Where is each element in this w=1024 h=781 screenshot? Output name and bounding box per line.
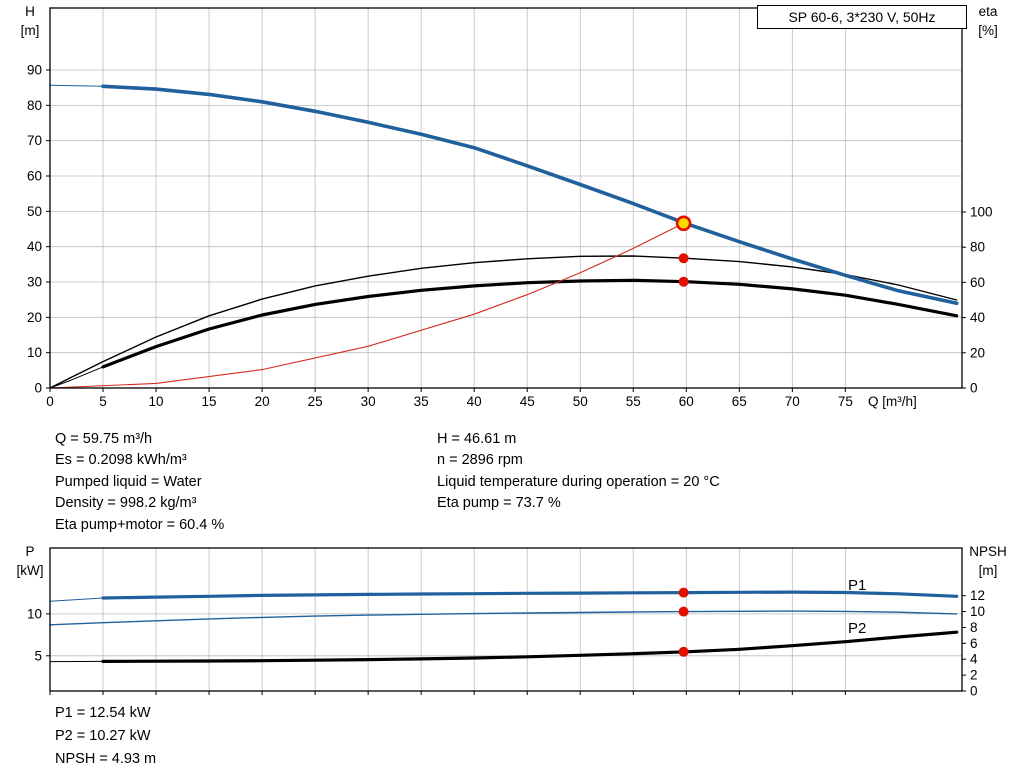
p1-point bbox=[678, 587, 689, 598]
result-liquid-temperature: Liquid temperature during operation = 20… bbox=[437, 473, 720, 490]
result-head: H = 46.61 m bbox=[437, 431, 517, 447]
result-p1: P1 = 12.54 kW bbox=[55, 705, 151, 721]
p2-curve bbox=[49, 610, 958, 626]
eta-pump-curve bbox=[49, 255, 958, 389]
results-left-column: Q = 59.75 m³/h Es = 0.2098 kWh/m³ Pumped… bbox=[55, 429, 995, 536]
result-flow: Q = 59.75 m³/h bbox=[55, 431, 153, 447]
duty-point-results: Q = 59.75 m³/h Es = 0.2098 kWh/m³ Pumped… bbox=[55, 429, 995, 536]
x-tick-label: 40 bbox=[467, 394, 482, 409]
x-tick-label: 25 bbox=[308, 394, 323, 409]
left-axis-title: [kW] bbox=[17, 563, 44, 578]
npsh-point bbox=[678, 646, 689, 657]
results-right-column: H = 46.61 m n = 2896 rpm Liquid temperat… bbox=[437, 429, 997, 515]
right-tick-label: 20 bbox=[970, 345, 985, 360]
result-eta-pump-motor: Eta pump+motor = 60.4 % bbox=[55, 516, 225, 533]
p1-curve bbox=[101, 590, 959, 600]
x-tick-label: 50 bbox=[573, 394, 588, 409]
pump-model-label: SP 60-6, 3*230 V, 50Hz bbox=[788, 9, 936, 25]
right-axis-title: [%] bbox=[978, 23, 998, 38]
left-axis-title: [m] bbox=[21, 23, 40, 38]
right-axis-title: eta bbox=[979, 4, 998, 19]
eta-pump-motor-point bbox=[678, 276, 689, 287]
x-tick-label: 45 bbox=[520, 394, 535, 409]
operating-point[interactable] bbox=[675, 215, 692, 232]
left-tick-label: 20 bbox=[27, 310, 42, 325]
left-tick-label: 5 bbox=[34, 648, 42, 663]
power-results: P1 = 12.54 kW P2 = 10.27 kW NPSH = 4.93 … bbox=[55, 702, 156, 770]
right-tick-label: 8 bbox=[970, 620, 978, 635]
p1-curve-lead bbox=[49, 597, 104, 602]
x-tick-label: 55 bbox=[626, 394, 641, 409]
left-tick-label: 30 bbox=[27, 275, 42, 290]
top-chart: 0 5 10 15 20 25 30 35 40 45 50 55 60 65 70 75 Q [m³/h] 0 1… bbox=[21, 4, 998, 409]
p2-curve-label: P2 bbox=[848, 620, 866, 637]
right-tick-label: 100 bbox=[970, 204, 993, 219]
left-tick-label: 10 bbox=[27, 606, 42, 621]
right-tick-label: 80 bbox=[970, 240, 985, 255]
result-pumped-liquid: Pumped liquid = Water bbox=[55, 473, 202, 490]
left-tick-label: 40 bbox=[27, 239, 42, 254]
p1-curve-label: P1 bbox=[848, 577, 866, 594]
left-tick-label: 0 bbox=[34, 381, 42, 396]
x-tick-label: 65 bbox=[732, 394, 747, 409]
result-npsh: NPSH = 4.93 m bbox=[55, 750, 157, 767]
left-tick-label: 50 bbox=[27, 204, 42, 219]
plot-border bbox=[49, 547, 963, 692]
right-tick-label: 0 bbox=[970, 684, 978, 699]
head-curve bbox=[101, 84, 959, 306]
eta-pump-point bbox=[678, 253, 689, 264]
plot-border bbox=[49, 7, 963, 389]
npsh-curve bbox=[101, 630, 959, 664]
right-tick-label: 6 bbox=[970, 636, 978, 651]
right-tick-label: 60 bbox=[970, 275, 985, 290]
x-tick-label: 10 bbox=[149, 394, 164, 409]
result-speed: n = 2896 rpm bbox=[437, 452, 523, 469]
x-tick-label: 15 bbox=[202, 394, 217, 409]
right-tick-label: 0 bbox=[970, 381, 978, 396]
left-tick-label: 60 bbox=[27, 169, 42, 184]
system-curve bbox=[49, 222, 685, 389]
x-tick-label: 70 bbox=[785, 394, 800, 409]
eta-pump-motor-curve bbox=[101, 278, 959, 369]
x-tick-label: 20 bbox=[255, 394, 270, 409]
right-axis-title: [m] bbox=[979, 563, 998, 578]
x-tick-label: 30 bbox=[361, 394, 376, 409]
result-p2: P2 = 10.27 kW bbox=[55, 727, 151, 744]
left-axis-title: H bbox=[25, 4, 35, 19]
x-tick-label: 60 bbox=[679, 394, 694, 409]
right-axis-title: NPSH bbox=[969, 544, 1007, 559]
right-tick-label: 12 bbox=[970, 588, 985, 603]
left-tick-label: 90 bbox=[27, 63, 42, 78]
right-tick-label: 10 bbox=[970, 604, 985, 619]
pump-model-box: SP 60-6, 3*230 V, 50Hz bbox=[757, 5, 967, 29]
left-axis-title: P bbox=[25, 544, 34, 559]
left-tick-label: 80 bbox=[27, 98, 42, 113]
x-tick-label: 5 bbox=[99, 394, 107, 409]
eta-pump-motor-curve-lead bbox=[49, 366, 104, 389]
right-tick-label: 40 bbox=[970, 310, 985, 325]
left-tick-label: 10 bbox=[27, 345, 42, 360]
right-tick-label: 2 bbox=[970, 668, 978, 683]
result-density: Density = 998.2 kg/m³ bbox=[55, 495, 197, 512]
x-axis-unit-label: Q [m³/h] bbox=[868, 394, 917, 409]
head-curve-lead bbox=[49, 84, 104, 87]
x-tick-label: 35 bbox=[414, 394, 429, 409]
result-specific-energy: Es = 0.2098 kWh/m³ bbox=[55, 452, 187, 469]
left-tick-label: 70 bbox=[27, 133, 42, 148]
right-tick-label: 4 bbox=[970, 652, 978, 667]
x-tick-label: 0 bbox=[46, 394, 54, 409]
p2-point bbox=[678, 606, 689, 617]
result-eta-pump: Eta pump = 73.7 % bbox=[437, 495, 561, 512]
x-tick-label: 75 bbox=[838, 394, 853, 409]
